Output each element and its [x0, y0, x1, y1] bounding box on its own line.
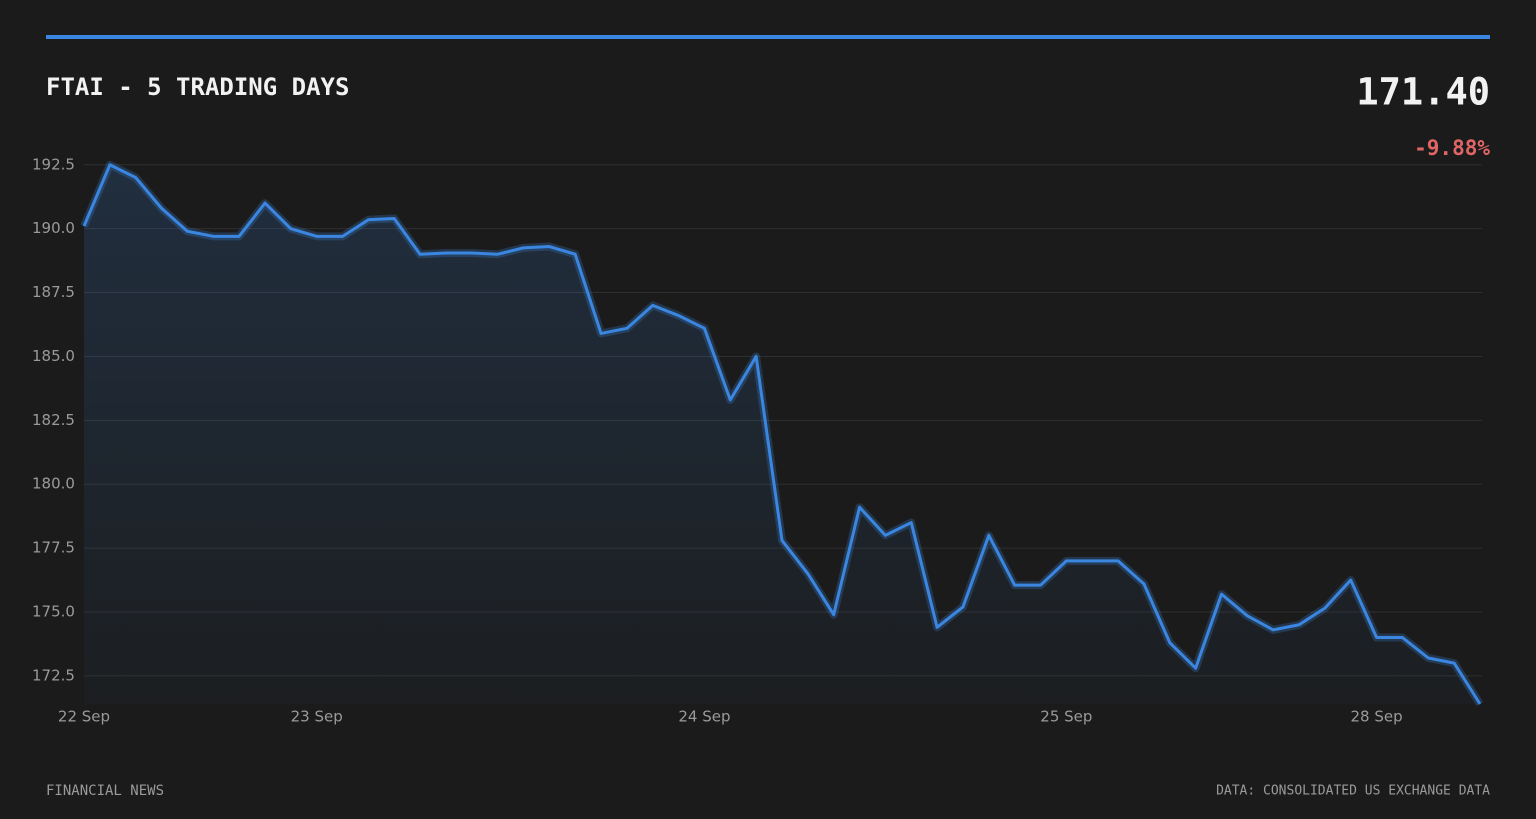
x-tick-label: 23 Sep: [291, 708, 343, 726]
y-tick-label: 177.5: [32, 539, 75, 557]
y-tick-label: 190.0: [32, 219, 75, 237]
y-tick-label: 192.5: [32, 155, 75, 173]
x-tick-label: 22 Sep: [58, 708, 110, 726]
x-tick-label: 24 Sep: [678, 708, 730, 726]
y-tick-label: 185.0: [32, 347, 75, 365]
x-tick-label: 25 Sep: [1040, 708, 1092, 726]
y-tick-label: 182.5: [32, 411, 75, 429]
price: 171.40: [1356, 71, 1490, 114]
x-tick-label: 28 Sep: [1351, 708, 1403, 726]
y-tick-label: 172.5: [32, 666, 75, 684]
chart-title: FTAI - 5 TRADING DAYS: [46, 73, 349, 101]
y-tick-label: 180.0: [32, 475, 75, 493]
top-bar: [46, 35, 1490, 39]
change: -9.88%: [1414, 136, 1490, 160]
y-tick-label: 187.5: [32, 283, 75, 301]
y-tick-label: 175.0: [32, 603, 75, 621]
footer-left: FINANCIAL NEWS: [46, 783, 164, 799]
line: [82, 163, 1482, 705]
area: [84, 164, 1480, 704]
footer-right: DATA: CONSOLIDATED US EXCHANGE DATA: [1216, 784, 1490, 799]
